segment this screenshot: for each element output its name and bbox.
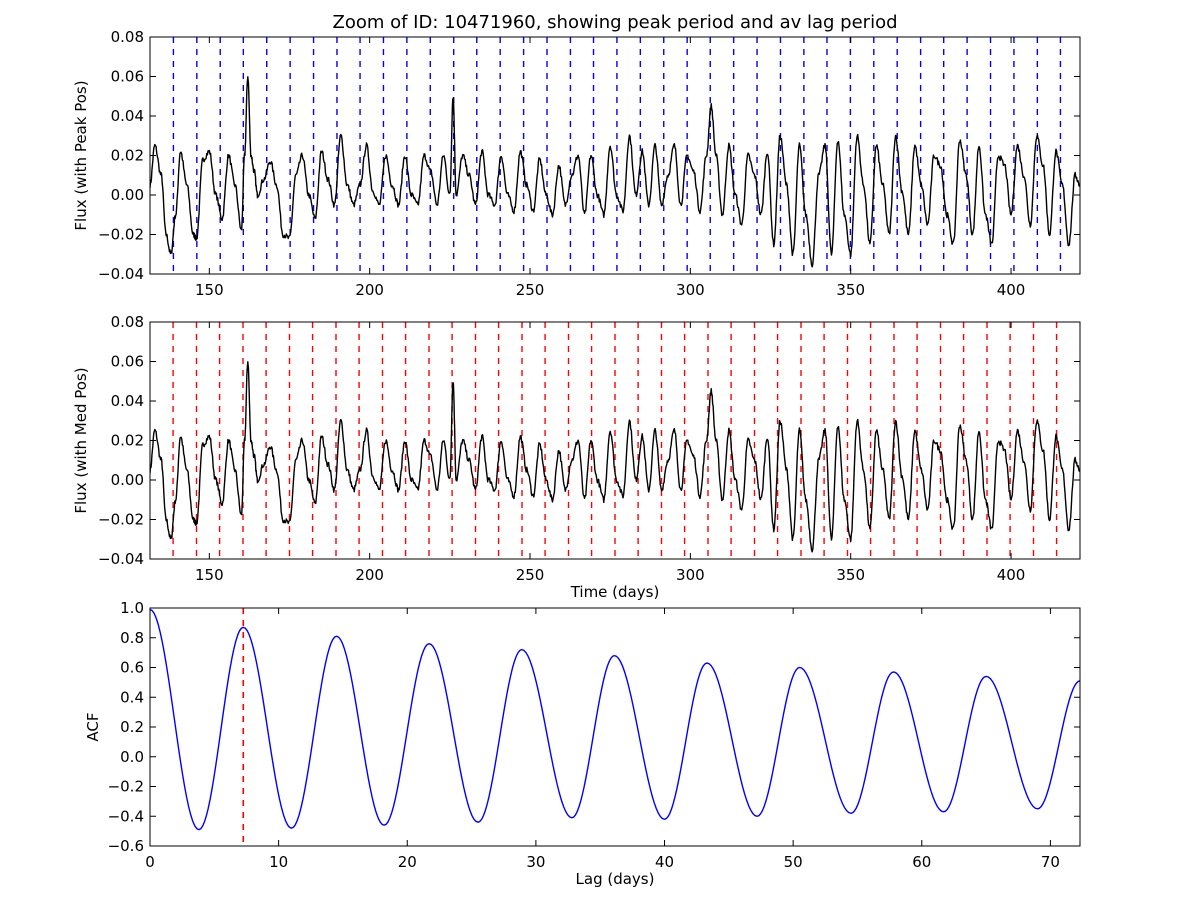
y-tick-label: 0.02	[111, 147, 144, 165]
y-tick-label: 0.02	[111, 432, 144, 450]
x-tick-label: 300	[676, 281, 705, 299]
y-axis-label: Flux (with Peak Pos)	[72, 80, 90, 230]
axes-frame	[149, 321, 1081, 560]
y-tick-label: −0.04	[98, 265, 144, 283]
y-tick-label: 0.00	[111, 471, 144, 489]
x-tick-label: 50	[784, 853, 803, 871]
y-tick-label: 0.4	[120, 688, 144, 706]
y-tick-label: 0.08	[111, 313, 144, 331]
plot-area	[150, 608, 1080, 846]
x-tick-label: 70	[1041, 853, 1060, 871]
y-tick-label: 0.8	[120, 629, 144, 647]
y-axis-label: Flux (with Med Pos)	[72, 367, 90, 513]
y-tick-label: −0.02	[98, 226, 144, 244]
x-tick-label: 60	[912, 853, 931, 871]
acf-panel: 0 10 20 30 40 50 60 70 −0.6 −0.4 −0.2 0.0 0.2 0.4 0.6 0…	[84, 599, 1081, 888]
y-tick-label: 0.04	[111, 107, 144, 125]
peak-period-panel: 150 200 250 300 350 400 −0.04 −0.02 0.00 0.02 0.04…	[72, 28, 1081, 299]
x-axis-label: Time (days)	[570, 583, 660, 601]
plot-area	[150, 37, 1080, 274]
x-axis-label: Lag (days)	[576, 870, 655, 888]
x-tick-label: 200	[355, 566, 384, 584]
x-tick-label: 350	[836, 281, 865, 299]
y-tick-label: 0.06	[111, 68, 144, 86]
x-tick-label: 350	[836, 566, 865, 584]
x-tick-label: 200	[355, 281, 384, 299]
y-tick-label: −0.04	[98, 550, 144, 568]
y-tick-label: 0.08	[111, 28, 144, 46]
y-tick-label: 0.6	[120, 659, 144, 677]
y-tick-label: −0.4	[108, 807, 144, 825]
x-tick-label: 30	[526, 853, 545, 871]
y-axis-label: ACF	[84, 712, 102, 741]
x-tick-label: 400	[997, 281, 1026, 299]
acf-series-line	[150, 608, 1080, 831]
x-tick-label: 250	[516, 566, 545, 584]
y-tick-label: −0.2	[108, 778, 144, 796]
x-tick-label: 150	[195, 566, 224, 584]
y-tick-label: 0.2	[120, 718, 144, 736]
plot-area	[150, 322, 1080, 559]
median-period-panel: 150 200 250 300 350 400 −0.04 −0.02 0.00 0.02 0.04…	[72, 313, 1081, 601]
x-tick-label: 150	[195, 281, 224, 299]
y-tick-label: −0.02	[98, 511, 144, 529]
y-tick-label: −0.6	[108, 837, 144, 855]
y-tick-label: 0.04	[111, 392, 144, 410]
flux-series-line	[150, 361, 1080, 553]
y-tick-label: 1.0	[120, 599, 144, 617]
x-tick-label: 40	[655, 853, 674, 871]
chart-title: Zoom of ID: 10471960, showing peak perio…	[332, 12, 897, 33]
axes-frame	[149, 36, 1081, 275]
flux-series-line	[150, 76, 1080, 268]
x-tick-label: 20	[398, 853, 417, 871]
x-tick-label: 300	[676, 566, 705, 584]
x-tick-label: 250	[516, 281, 545, 299]
x-tick-label: 400	[997, 566, 1026, 584]
y-tick-label: 0.06	[111, 353, 144, 371]
x-tick-label: 0	[145, 853, 155, 871]
x-tick-label: 10	[269, 853, 288, 871]
y-tick-label: 0.0	[120, 748, 144, 766]
y-tick-label: 0.00	[111, 186, 144, 204]
